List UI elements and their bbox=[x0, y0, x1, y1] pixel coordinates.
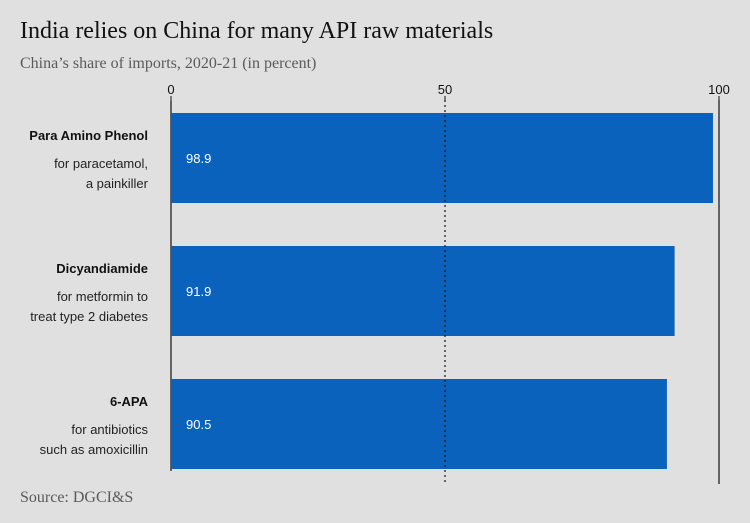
x-tick-label: 100 bbox=[708, 82, 730, 97]
bar-3 bbox=[171, 379, 667, 469]
category-description: such as amoxicillin bbox=[40, 442, 148, 457]
category-description: for paracetamol, bbox=[54, 156, 148, 171]
x-tick-label: 0 bbox=[167, 82, 174, 97]
x-tick-label: 50 bbox=[438, 82, 452, 97]
bar-value-label: 98.9 bbox=[186, 151, 211, 166]
bar-value-label: 90.5 bbox=[186, 417, 211, 432]
category-description: treat type 2 diabetes bbox=[30, 309, 148, 324]
category-name: Dicyandiamide bbox=[56, 261, 148, 276]
category-description: for antibiotics bbox=[71, 422, 148, 437]
bar-2 bbox=[171, 246, 675, 336]
category-name: Para Amino Phenol bbox=[29, 128, 148, 143]
chart-subtitle: China’s share of imports, 2020-21 (in pe… bbox=[20, 55, 317, 72]
category-name: 6-APA bbox=[110, 394, 149, 409]
chart-title: India relies on China for many API raw m… bbox=[20, 18, 494, 44]
chart-source: Source: DGCI&S bbox=[20, 489, 134, 506]
category-description: for metformin to bbox=[57, 289, 148, 304]
bar-value-label: 91.9 bbox=[186, 284, 211, 299]
category-description: a painkiller bbox=[86, 176, 149, 191]
bar-1 bbox=[171, 113, 713, 203]
